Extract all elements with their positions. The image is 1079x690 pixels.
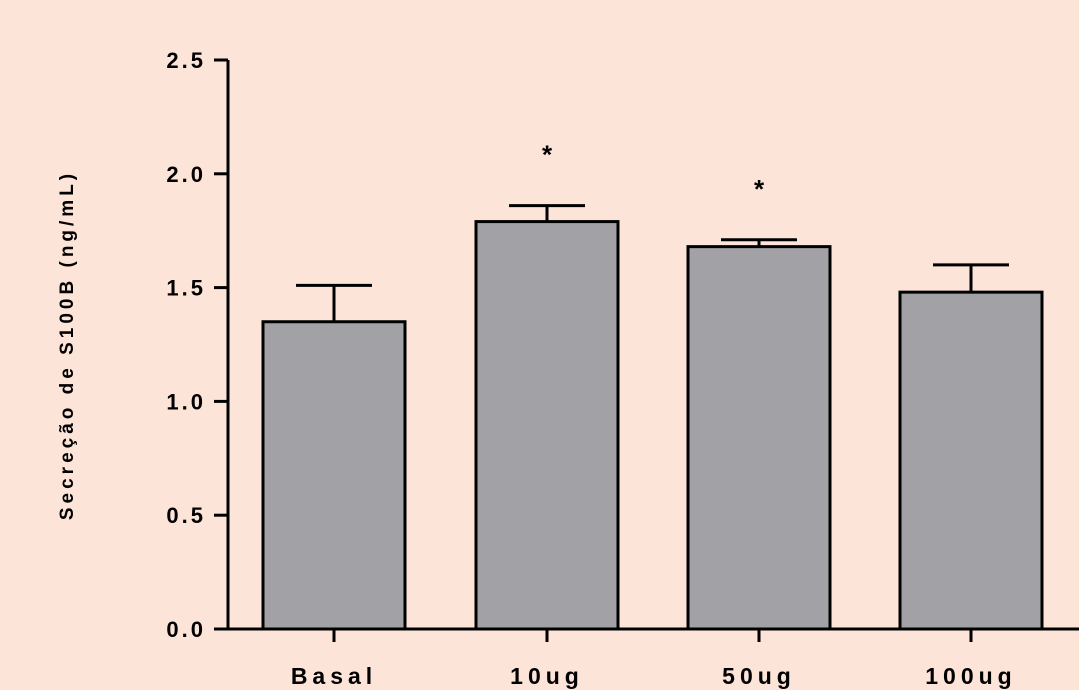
y-tick-label: 2.0 [166, 162, 206, 187]
x-tick-label: 50ug [722, 663, 796, 689]
significance-marker: * [542, 140, 553, 170]
bars-group: ** [261, 140, 1044, 631]
y-axis: 0.0 0.5 1.0 1.5 2.0 2.5 Secreção de S100B (ng… [57, 48, 230, 642]
bar [686, 245, 832, 631]
x-tick-label: 100ug [925, 663, 1016, 689]
bar [474, 220, 620, 631]
y-tick-label: 0.5 [166, 503, 206, 528]
y-axis-label: Secreção de S100B (ng/mL) [57, 170, 78, 520]
y-tick-label: 1.5 [166, 276, 206, 301]
x-tick-label: 10ug [510, 663, 584, 689]
x-axis: Basal 10ug 50ug 100ug [227, 627, 1079, 689]
y-tick-label: 0.0 [166, 617, 206, 642]
bar [261, 320, 407, 631]
x-tick-label: Basal [291, 663, 377, 689]
bar [898, 290, 1044, 631]
y-tick-label: 2.5 [166, 48, 206, 73]
significance-marker: * [754, 174, 765, 204]
y-tick-label: 1.0 [166, 389, 206, 414]
